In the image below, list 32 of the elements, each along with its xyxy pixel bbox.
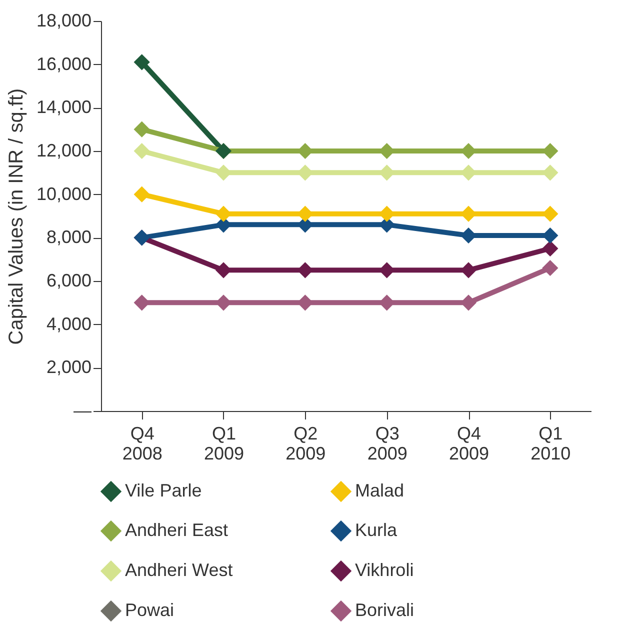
y-tick-label: 8,000 bbox=[46, 227, 92, 248]
y-tick-label: 18,000 bbox=[36, 10, 92, 30]
x-tick-label: Q1 2009 bbox=[204, 424, 244, 464]
legend-label: Malad bbox=[355, 480, 404, 500]
legend-label: Borivali bbox=[355, 600, 414, 620]
x-tick-label: Q2 2009 bbox=[286, 424, 326, 464]
point bbox=[542, 206, 558, 222]
legend-label: Vile Parle bbox=[125, 480, 202, 500]
y-tick-label: 6,000 bbox=[46, 270, 92, 290]
point bbox=[134, 121, 150, 138]
y-axis-title: Capital Values (in INR / sq.ft) bbox=[5, 88, 28, 345]
y-tick-label: 12,000 bbox=[36, 140, 92, 160]
y-tick-label: 2,000 bbox=[46, 357, 92, 378]
legend-label: Powai bbox=[125, 600, 174, 620]
x-tick-label: Q4 2008 bbox=[122, 424, 162, 464]
legend-label: Andheri East bbox=[125, 520, 228, 540]
y-tick-label: 14,000 bbox=[36, 97, 92, 118]
x-tick-label: Q1 2010 bbox=[530, 424, 571, 464]
point bbox=[542, 240, 558, 257]
y-tick-label: — bbox=[74, 400, 92, 420]
y-tick-label: 4,000 bbox=[46, 314, 92, 334]
legend-label: Andheri West bbox=[125, 560, 233, 580]
legend-label: Kurla bbox=[355, 520, 398, 540]
point bbox=[134, 142, 150, 160]
point bbox=[134, 186, 150, 202]
y-tick-label: 16,000 bbox=[36, 54, 92, 74]
x-tick-label: Q4 2009 bbox=[448, 424, 490, 464]
point bbox=[134, 54, 150, 70]
x-tick-label: Q3 2009 bbox=[367, 424, 408, 464]
y-tick-label: 10,000 bbox=[36, 184, 92, 204]
legend-label: Vikhroli bbox=[355, 560, 414, 580]
point bbox=[542, 260, 558, 276]
